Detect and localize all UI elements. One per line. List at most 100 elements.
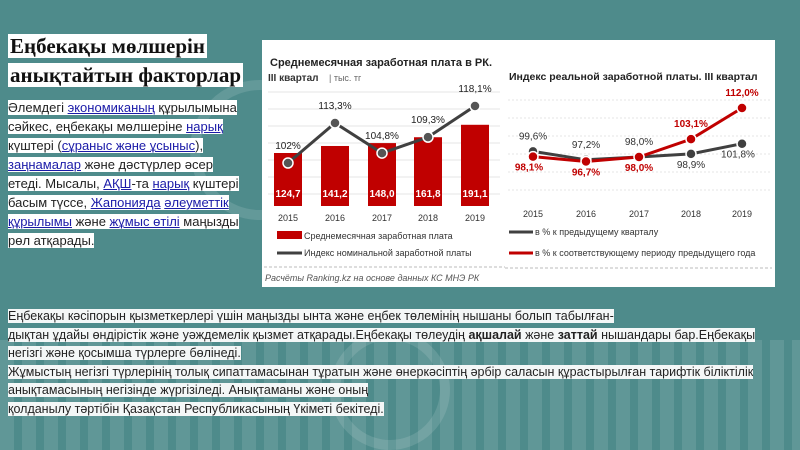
legend-label: в % к соответствующему периоду предыдуще… — [535, 248, 755, 258]
x-tick-label: 2016 — [576, 209, 596, 219]
wiki-link[interactable]: экономиканың — [67, 100, 155, 115]
x-tick-label: 2016 — [325, 213, 345, 223]
line-point — [422, 131, 434, 143]
text-line: Әлемдегі экономиканың құрылымына — [8, 98, 258, 117]
text-segment: заттай — [557, 327, 598, 342]
x-tick-label: 2015 — [278, 213, 298, 223]
point-label: 99,6% — [519, 131, 547, 142]
charts-svg: Среднемесячная заработная плата в РК. III… — [264, 57, 772, 283]
line-point — [527, 150, 539, 163]
text-segment: күштері ( — [8, 138, 62, 153]
text-segment: ), — [195, 138, 204, 153]
text-segment: қолданылу тәртібін Қазақстан Республикас… — [8, 401, 384, 416]
point-label: 98,1% — [515, 163, 543, 174]
line-point — [685, 133, 697, 145]
text-line: сәйкес, еңбекақы мөлшеріне нарық — [8, 117, 258, 136]
point-label: 109,3% — [411, 115, 445, 126]
text-segment: және — [521, 327, 558, 342]
x-tick-label: 2017 — [629, 209, 649, 219]
bar-value-label: 161,8 — [415, 189, 440, 200]
text-segment: және дәстүрлер әсер — [81, 157, 213, 172]
text-segment: Жұмыстың негізгі түрлерінің толық сипатт… — [8, 364, 754, 379]
bar — [461, 124, 489, 206]
point-label: 98,0% — [625, 137, 653, 148]
line-point — [633, 151, 645, 163]
bar-value-label: 191,1 — [462, 189, 487, 200]
wiki-link[interactable]: әлеуметтік — [164, 195, 229, 210]
chart-source: Расчёты Ranking.kz на основе данных КС М… — [265, 273, 480, 283]
x-tick-label: 2017 — [372, 213, 392, 223]
wiki-link[interactable]: нарық — [186, 119, 223, 134]
text-line: қолданылу тәртібін Қазақстан Республикас… — [8, 400, 800, 419]
legend-label: Среднемесячная заработная плата — [304, 231, 453, 241]
text-segment: рөл атқарады. — [8, 233, 95, 248]
text-line: дықтан ұдайы өндірістік және уәждемелік … — [8, 326, 800, 345]
chart1-title: Среднемесячная заработная плата в РК. — [270, 57, 492, 69]
line-point — [282, 157, 294, 169]
point-label: 103,1% — [674, 119, 708, 130]
wiki-link[interactable]: нарық — [152, 176, 190, 191]
text-line: анықтамасының негізінде жүргізіледі. Аны… — [8, 381, 800, 400]
legend-label: в % к предыдущему кварталу — [535, 227, 659, 237]
text-segment: ақшалай — [468, 327, 522, 342]
point-label: 118,1% — [458, 84, 491, 95]
wiki-link[interactable]: заңнамалар — [8, 157, 81, 172]
line-point — [469, 100, 481, 112]
text-segment: маңызды — [179, 214, 239, 229]
x-tick-label: 2018 — [681, 209, 701, 219]
legend-label: Индекс номинальной заработной платы — [304, 248, 472, 258]
bar — [414, 137, 442, 206]
chart-image: Среднемесячная заработная плата в РК. III… — [262, 40, 775, 287]
text-line: құрылымы және жұмыс өтілі маңызды — [8, 212, 258, 231]
wiki-link[interactable]: жұмыс өтілі — [109, 214, 180, 229]
text-line: күштері (сұраныс және ұсыныс), — [8, 136, 258, 155]
x-tick-label: 2015 — [523, 209, 543, 219]
bar-value-label: 124,7 — [275, 189, 300, 200]
text-segment: сәйкес, еңбекақы мөлшеріне — [8, 119, 187, 134]
point-label: 112,0% — [725, 88, 758, 99]
text-segment: Әлемдегі — [8, 100, 68, 115]
text-segment: анықтамасының негізінде жүргізіледі. Аны… — [8, 383, 369, 398]
point-label: 113,3% — [318, 101, 351, 112]
line-point — [736, 102, 748, 114]
line-point — [580, 155, 592, 168]
point-label: 102% — [275, 141, 301, 152]
legend-swatch-bar — [277, 231, 302, 239]
body-text: Еңбекақы кәсіпорын қызметкерлері үшін ма… — [8, 307, 800, 419]
slide-title-line2: анықтайтын факторлар — [8, 63, 244, 87]
point-label: 96,7% — [572, 168, 600, 179]
text-segment: құрылымына — [154, 100, 237, 115]
wiki-link[interactable]: сұраныс және ұсыныс — [61, 138, 196, 153]
wiki-link[interactable]: Жапонияда — [90, 195, 161, 210]
text-segment: етеді. Мысалы, — [8, 176, 104, 191]
bar — [321, 145, 349, 206]
x-tick-label: 2018 — [418, 213, 438, 223]
bar-value-label: 141,2 — [322, 189, 347, 200]
text-segment: басым түссе, — [8, 195, 91, 210]
text-line: заңнамалар және дәстүрлер әсер — [8, 155, 258, 174]
line-point — [329, 117, 341, 129]
text-line: рөл атқарады. — [8, 231, 258, 250]
point-label: 101,8% — [721, 150, 755, 161]
text-segment: дықтан ұдайы өндірістік және уәждемелік … — [8, 327, 469, 342]
chart1-unit: | тыс. тг — [329, 73, 362, 83]
line-point — [685, 148, 697, 160]
x-tick-label: 2019 — [465, 213, 485, 223]
point-label: 97,2% — [572, 140, 600, 151]
text-line: етеді. Мысалы, АҚШ-та нарық күштері — [8, 174, 258, 193]
text-line: басым түссе, Жапонияда әлеуметтік — [8, 193, 258, 212]
point-label: 104,8% — [365, 131, 399, 142]
text-segment: Еңбекақы кәсіпорын қызметкерлері үшін ма… — [8, 309, 614, 323]
wiki-link[interactable]: АҚШ — [103, 176, 132, 191]
intro-paragraph: Әлемдегі экономиканың құрылымына сәйкес, … — [8, 98, 258, 250]
chart2-title: Индекс реальной заработной платы. III кв… — [509, 71, 758, 83]
text-line: Жұмыстың негізгі түрлерінің толық сипатт… — [8, 363, 800, 382]
text-segment: және — [71, 214, 110, 229]
text-segment: күштері — [189, 176, 239, 191]
text-segment: -та — [131, 176, 153, 191]
text-segment: нышандары бар.Еңбекақы — [597, 327, 756, 342]
line-point — [736, 137, 748, 150]
text-segment: негізгі және қосымша түрлерге бөлінеді. — [8, 346, 241, 361]
point-label: 98,9% — [677, 160, 705, 171]
wiki-link[interactable]: құрылымы — [8, 214, 72, 229]
